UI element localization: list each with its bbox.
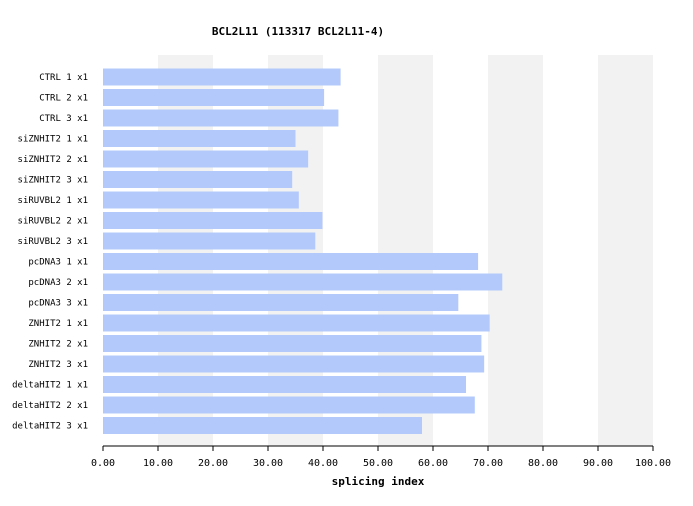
bar [103, 335, 482, 352]
x-tick-label: 10.00 [143, 458, 173, 469]
bar [103, 396, 475, 414]
x-tick-label: 40.00 [308, 458, 338, 469]
bar [103, 89, 325, 106]
bar [103, 68, 341, 86]
bar [103, 171, 293, 188]
bar [103, 150, 309, 168]
category-label: ZNHIT2 2 x1 [28, 340, 88, 350]
category-label: pcDNA3 3 x1 [28, 299, 88, 309]
category-labels: CTRL 1 x1 CTRL 2 x1 CTRL 3 x1 siZNHIT2 1 x1… [12, 73, 88, 432]
x-tick-label: 0.00 [91, 458, 115, 469]
category-label: deltaHIT2 1 x1 [12, 381, 88, 391]
grid-band [488, 55, 543, 446]
x-tick-label: 70.00 [473, 458, 503, 469]
bar [103, 273, 503, 291]
bar [103, 253, 479, 270]
bar [103, 417, 422, 434]
category-label: deltaHIT2 2 x1 [12, 401, 88, 411]
category-label: CTRL 1 x1 [39, 73, 88, 83]
bar [103, 294, 459, 311]
bar [103, 232, 316, 250]
category-label: siRUVBL2 1 x1 [18, 196, 88, 206]
category-label: pcDNA3 1 x1 [28, 258, 88, 268]
x-tick-label: 20.00 [198, 458, 228, 469]
x-tick-label: 80.00 [528, 458, 558, 469]
category-label: deltaHIT2 3 x1 [12, 422, 88, 432]
bar [103, 109, 339, 127]
chart-title: BCL2L11 (113317 BCL2L11-4) [212, 25, 384, 38]
grid-band [598, 55, 653, 446]
category-label: pcDNA3 2 x1 [28, 278, 88, 288]
category-label: siZNHIT2 1 x1 [18, 135, 88, 145]
category-label: siZNHIT2 3 x1 [18, 176, 88, 186]
x-axis: 0.00 10.00 20.00 30.00 40.00 50.00 60.00 70.00 8… [91, 445, 671, 469]
x-axis-label: splicing index [332, 475, 425, 488]
bars [103, 68, 503, 434]
bar [103, 130, 296, 147]
category-label: siRUVBL2 2 x1 [18, 217, 88, 227]
x-tick-label: 30.00 [253, 458, 283, 469]
x-tick-label: 90.00 [583, 458, 613, 469]
bar [103, 355, 485, 373]
x-tick-label: 50.00 [363, 458, 393, 469]
category-label: siZNHIT2 2 x1 [18, 155, 88, 165]
bar [103, 191, 299, 209]
x-tick-label: 100.00 [635, 458, 671, 469]
category-label: siRUVBL2 3 x1 [18, 237, 88, 247]
category-label: ZNHIT2 3 x1 [28, 360, 88, 370]
category-label: ZNHIT2 1 x1 [28, 319, 88, 329]
category-label: CTRL 2 x1 [39, 94, 88, 104]
bar [103, 314, 490, 332]
x-tick-label: 60.00 [418, 458, 448, 469]
bar [103, 212, 323, 229]
category-label: CTRL 3 x1 [39, 114, 88, 124]
bar [103, 376, 466, 393]
